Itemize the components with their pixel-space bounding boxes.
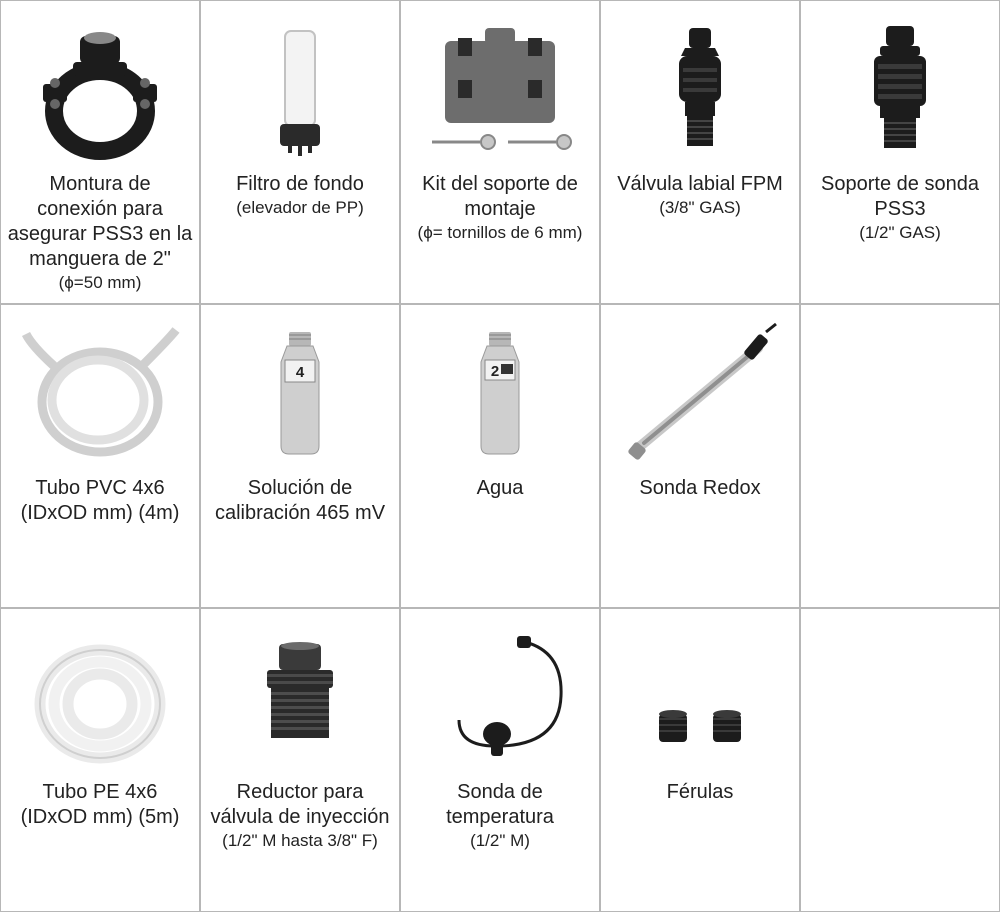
cell-kit-montaje: Kit del soporte de montaje (ϕ= tornillos…: [400, 0, 600, 304]
image-montura: [7, 13, 193, 168]
bottle-2-icon: 2: [455, 320, 545, 470]
parts-grid: Montura de conexión para asegurar PSS3 e…: [0, 0, 1000, 912]
pvc-tube-icon: [20, 320, 180, 470]
title-valvula-fpm: Válvula labial FPM: [607, 172, 793, 197]
probe-holder-icon: [850, 16, 950, 166]
image-tubo-pvc: [7, 317, 193, 472]
title-montura: Montura de conexión para asegurar PSS3 e…: [7, 172, 193, 272]
cell-solucion: 4 Solución de calibración 465 mV: [200, 304, 400, 608]
title-agua: Agua: [407, 476, 593, 501]
image-empty-1: [807, 317, 993, 472]
cell-filtro: Filtro de fondo (elevador de PP): [200, 0, 400, 304]
cell-tubo-pvc: Tubo PVC 4x6 (IDxOD mm) (4m): [0, 304, 200, 608]
image-agua: 2: [407, 317, 593, 472]
title-sonda-temperatura: Sonda de temperatura: [407, 780, 593, 830]
title-reductor: Reductor para válvula de inyección: [207, 780, 393, 830]
svg-text:2: 2: [491, 363, 499, 380]
cell-empty-2: [800, 608, 1000, 912]
sub-kit-montaje: (ϕ= tornillos de 6 mm): [407, 222, 593, 243]
sub-sonda-temperatura: (1/2" M): [407, 830, 593, 851]
title-solucion: Solución de calibración 465 mV: [207, 476, 393, 526]
pe-tube-icon: [20, 624, 180, 774]
title-ferulas: Férulas: [607, 780, 793, 805]
cell-empty-1: [800, 304, 1000, 608]
title-tubo-pe: Tubo PE 4x6 (IDxOD mm) (5m): [7, 780, 193, 830]
image-tubo-pe: [7, 621, 193, 776]
saddle-clamp-icon: [25, 16, 175, 166]
image-kit-montaje: [407, 13, 593, 168]
sub-montura: (ϕ=50 mm): [7, 272, 193, 293]
redox-probe-icon: [610, 320, 790, 470]
image-valvula-fpm: [607, 13, 793, 168]
image-ferulas: [607, 621, 793, 776]
cell-montura: Montura de conexión para asegurar PSS3 e…: [0, 0, 200, 304]
temp-probe-icon: [425, 624, 575, 774]
title-kit-montaje: Kit del soporte de montaje: [407, 172, 593, 222]
image-sonda-redox: [607, 317, 793, 472]
title-soporte-sonda: Soporte de sonda PSS3: [807, 172, 993, 222]
cell-sonda-redox: Sonda Redox: [600, 304, 800, 608]
title-filtro: Filtro de fondo: [207, 172, 393, 197]
image-solucion: 4: [207, 317, 393, 472]
foot-filter-icon: [255, 16, 345, 166]
mount-kit-icon: [420, 16, 580, 166]
title-tubo-pvc: Tubo PVC 4x6 (IDxOD mm) (4m): [7, 476, 193, 526]
image-sonda-temperatura: [407, 621, 593, 776]
image-reductor: [207, 621, 393, 776]
image-filtro: [207, 13, 393, 168]
sub-soporte-sonda: (1/2" GAS): [807, 222, 993, 243]
sub-valvula-fpm: (3/8" GAS): [607, 197, 793, 218]
image-empty-2: [807, 621, 993, 776]
cell-ferulas: Férulas: [600, 608, 800, 912]
image-soporte-sonda: [807, 13, 993, 168]
cell-soporte-sonda: Soporte de sonda PSS3 (1/2" GAS): [800, 0, 1000, 304]
bottle-4-icon: 4: [255, 320, 345, 470]
reducer-icon: [245, 634, 355, 764]
ferrules-icon: [625, 624, 775, 774]
title-sonda-redox: Sonda Redox: [607, 476, 793, 501]
cell-reductor: Reductor para válvula de inyección (1/2"…: [200, 608, 400, 912]
cell-sonda-temperatura: Sonda de temperatura (1/2" M): [400, 608, 600, 912]
cell-valvula-fpm: Válvula labial FPM (3/8" GAS): [600, 0, 800, 304]
lip-valve-icon: [655, 16, 745, 166]
sub-filtro: (elevador de PP): [207, 197, 393, 218]
cell-agua: 2 Agua: [400, 304, 600, 608]
sub-reductor: (1/2" M hasta 3/8" F): [207, 830, 393, 851]
svg-text:4: 4: [296, 364, 305, 381]
cell-tubo-pe: Tubo PE 4x6 (IDxOD mm) (5m): [0, 608, 200, 912]
